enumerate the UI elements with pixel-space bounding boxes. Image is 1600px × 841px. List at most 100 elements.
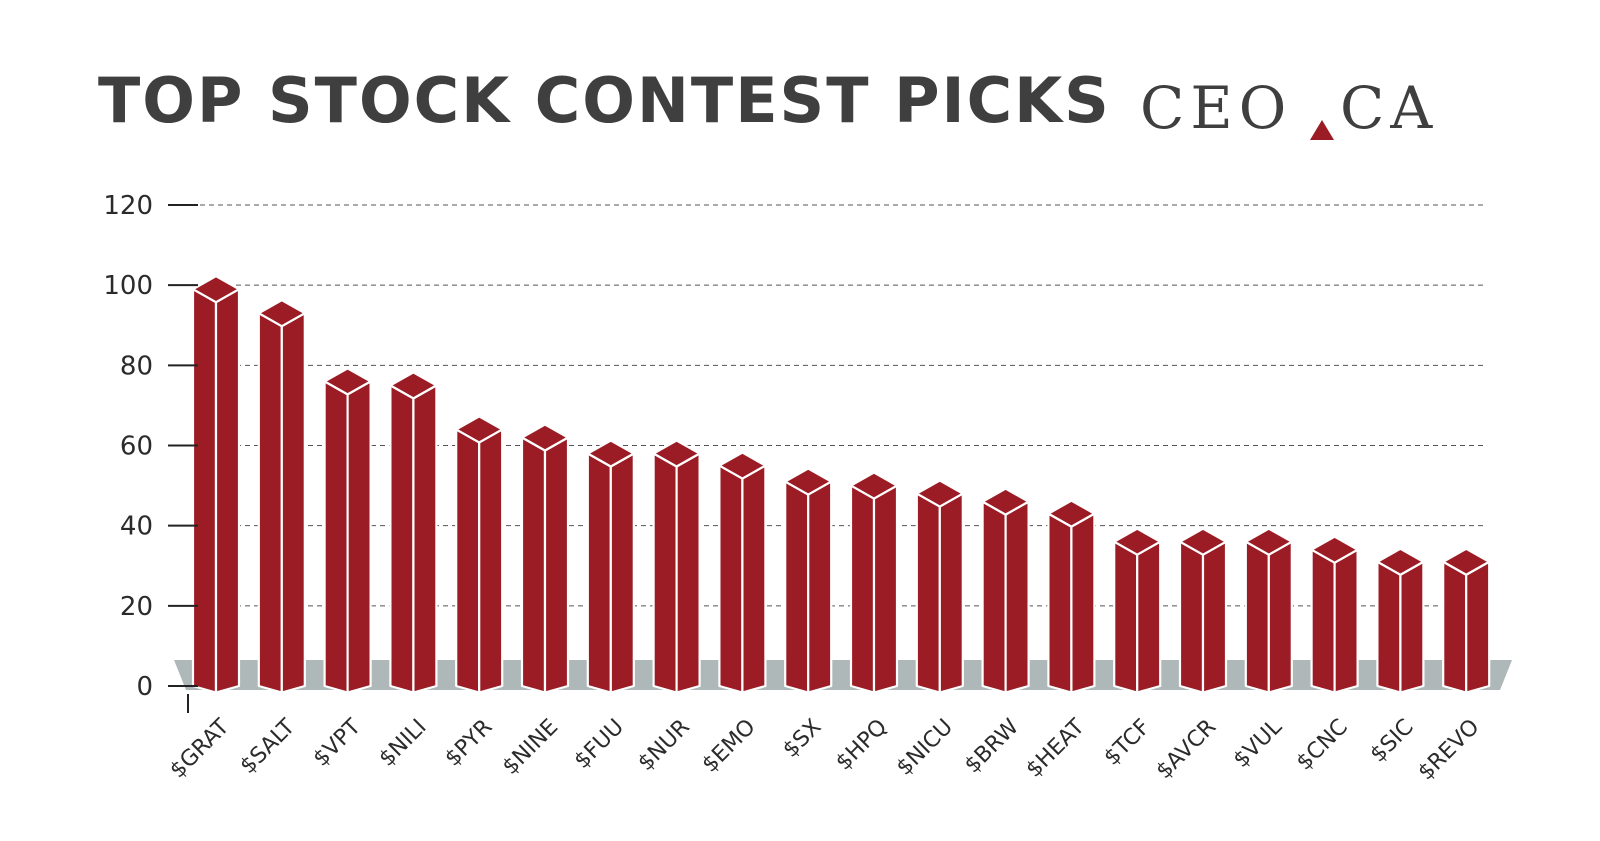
x-category-label: $AVCR (1152, 715, 1222, 785)
bar-face-left (455, 428, 481, 694)
bar-face-right (1333, 548, 1359, 694)
x-category-label: $REVO (1414, 715, 1485, 786)
chart-base-platform (174, 660, 1512, 690)
bar (1047, 499, 1096, 694)
bar-face-right (543, 436, 570, 694)
bar-face-right (938, 492, 964, 694)
bar-face-left (257, 312, 283, 694)
bar-face-left (520, 436, 547, 694)
bar (191, 275, 241, 694)
bar (323, 367, 372, 694)
bar-face-right (1267, 540, 1293, 694)
gridlines (200, 204, 1483, 607)
bar-face-right (872, 484, 899, 694)
y-tick-label: 0 (136, 672, 153, 702)
bar-top (520, 423, 570, 452)
bar (586, 439, 635, 694)
x-category-label: $PYR (441, 715, 498, 772)
x-category-label: $SX (778, 715, 826, 763)
bar-face-left (915, 492, 941, 694)
bar-top (1310, 535, 1359, 564)
bar (520, 423, 570, 694)
y-tick-label: 40 (120, 512, 153, 542)
bar (1310, 535, 1359, 694)
bar-face-right (214, 288, 241, 694)
bar (1376, 547, 1425, 694)
bar (1244, 527, 1293, 694)
x-category-label: $SIC (1366, 715, 1419, 768)
bar (389, 371, 438, 694)
x-category-label: $NILI (375, 715, 432, 772)
bar-face-left (1178, 540, 1205, 694)
bar-face-right (280, 312, 306, 694)
bar-face-left (1310, 548, 1336, 694)
x-category-label: $NINE (498, 715, 563, 780)
chart-base (174, 660, 1512, 690)
ceo-ca-logo: CEO CA (1140, 74, 1438, 142)
bar-face-right (807, 480, 833, 694)
x-category-label: $TCF (1099, 715, 1155, 771)
bar-top (915, 479, 964, 508)
bar (915, 479, 964, 694)
bar-face-right (609, 452, 635, 694)
bar-face-left (784, 480, 810, 694)
bar-face-right (412, 384, 438, 694)
bar-face-left (1047, 512, 1073, 694)
bar (849, 471, 899, 694)
bar (652, 439, 701, 694)
y-tick-label: 60 (120, 432, 153, 462)
bar-top (586, 439, 635, 468)
x-category-label: $HEAT (1022, 714, 1090, 782)
x-category-label: $SALT (236, 714, 301, 779)
bar-face-right (1070, 512, 1096, 694)
bar-face-left (849, 484, 876, 694)
y-tick-label: 80 (120, 351, 153, 381)
bar-face-right (1004, 500, 1030, 694)
bar (718, 451, 767, 694)
bar-face-right (1399, 560, 1425, 694)
x-category-label: $EMO (698, 715, 761, 778)
y-tick-label: 100 (103, 271, 153, 301)
bar-face-left (586, 452, 612, 694)
bar-face-right (1201, 540, 1228, 694)
bar-top (1244, 527, 1293, 556)
bar-top (323, 367, 372, 396)
x-category-label: $HPQ (831, 715, 892, 776)
x-category-label: $VUL (1229, 714, 1288, 773)
bar-face-right (346, 380, 372, 694)
bar (1442, 547, 1491, 694)
bar-top (389, 371, 438, 400)
bar-top (1047, 499, 1096, 528)
bars (191, 275, 1491, 694)
logo-triangle-mark (1310, 120, 1334, 140)
bar (257, 299, 306, 694)
bar-face-left (191, 288, 218, 694)
bar-face-left (1442, 560, 1468, 694)
bar-face-left (1376, 560, 1402, 694)
logo-text-ceo: CEO (1140, 74, 1292, 142)
x-category-label: $NICU (892, 715, 958, 781)
bar-face-left (389, 384, 415, 694)
x-category-label: $NUR (633, 715, 694, 776)
x-category-label: $CNC (1292, 715, 1353, 776)
bar-face-right (478, 428, 504, 694)
bar-face-left (981, 500, 1007, 694)
bar (1113, 527, 1162, 694)
bar-face-right (675, 452, 701, 694)
logo-text-ca: CA (1340, 74, 1438, 142)
bar-face-left (652, 452, 678, 694)
x-category-label: $BRW (960, 714, 1024, 778)
chart-title: TOP STOCK CONTEST PICKS (98, 64, 1111, 137)
bar-top (455, 415, 504, 444)
bar-top (981, 487, 1030, 516)
bar-top (1113, 527, 1162, 556)
x-category-label: $FUU (570, 715, 629, 774)
bar-face-left (323, 380, 349, 694)
y-axis-ticks: 0 20 40 60 80 100 120 (103, 191, 198, 713)
bar-face-left (1113, 540, 1139, 694)
bar-face-right (1136, 540, 1162, 694)
y-tick-label: 20 (120, 592, 153, 622)
bar-face-right (741, 464, 767, 694)
bar-top (718, 451, 767, 480)
